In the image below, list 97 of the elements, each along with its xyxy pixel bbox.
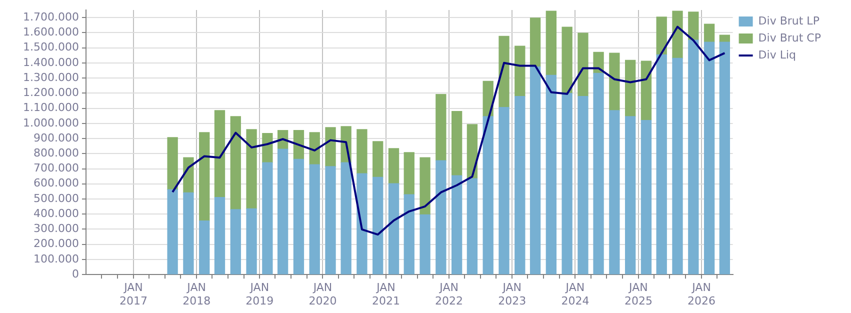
bar [688, 12, 699, 40]
y-tick-label: 800.000 [33, 146, 79, 160]
bar [436, 160, 446, 274]
bar [167, 189, 178, 274]
y-tick-label: 700.000 [33, 162, 79, 175]
bar [167, 137, 178, 190]
x-tick-label: JAN 2017 [120, 281, 148, 308]
bar [277, 148, 288, 274]
bar [656, 54, 667, 274]
y-tick-label: 1.000.000 [23, 116, 79, 130]
y-tick-label: 1.200.000 [23, 86, 79, 100]
bar [625, 116, 636, 274]
bar [388, 148, 400, 184]
bar [530, 66, 541, 274]
bar [388, 183, 400, 274]
y-tick-label: 1.700.000 [23, 10, 79, 24]
bar [214, 197, 226, 274]
bar [214, 110, 226, 198]
x-tick-label: JAN 2018 [182, 281, 211, 308]
bar [420, 214, 430, 274]
bar [578, 96, 588, 274]
bar [530, 18, 541, 68]
y-tick-label: 1.500.000 [23, 40, 79, 54]
bar [466, 124, 478, 179]
bar [578, 32, 588, 97]
x-tick-label: JAN 2024 [561, 281, 590, 308]
bar [404, 194, 414, 274]
y-tick-label: 1.100.000 [23, 101, 79, 114]
bar [452, 175, 462, 274]
bar [372, 176, 384, 274]
bar [688, 40, 699, 274]
y-tick-label: 1.600.000 [23, 26, 79, 39]
x-tick-label: JAN 2022 [435, 281, 464, 308]
bar [562, 26, 572, 94]
y-tick-label: 200.000 [33, 237, 79, 250]
bar [436, 94, 446, 161]
bar [199, 132, 210, 222]
bar [672, 10, 683, 59]
y-tick-label: 1.400.000 [23, 56, 79, 69]
bar [246, 129, 257, 210]
bar [466, 178, 478, 274]
bar [293, 130, 304, 160]
bar [482, 116, 494, 274]
x-tick-label: JAN 2026 [688, 281, 716, 308]
bar [546, 74, 557, 274]
y-tick-label: 400.000 [33, 206, 79, 220]
bar [672, 58, 683, 274]
bar [562, 92, 572, 274]
bar [262, 133, 273, 163]
bar [199, 220, 210, 274]
bar [640, 60, 652, 121]
bar [183, 192, 194, 274]
y-tick-label: 1.300.000 [23, 70, 79, 84]
bar [340, 162, 352, 274]
y-tick-label: 900.000 [33, 131, 79, 144]
bar [309, 164, 320, 274]
y-tick-label: 0 [72, 267, 79, 280]
legend-label: Div Brut LP [758, 14, 820, 28]
bar [325, 166, 336, 274]
bar [246, 208, 257, 274]
x-tick-label: JAN 2019 [246, 281, 274, 308]
bar [356, 129, 368, 174]
bar [704, 24, 715, 42]
bar [640, 120, 652, 274]
bar [452, 110, 462, 176]
bar [498, 36, 510, 108]
bar [325, 127, 336, 167]
y-tick-label: 100.000 [33, 252, 79, 266]
bar [183, 157, 194, 193]
legend-label: Div Liq [758, 48, 796, 62]
bar [593, 72, 604, 274]
y-tick-label: 600.000 [33, 176, 79, 190]
bar [293, 158, 304, 274]
bar [404, 152, 414, 195]
y-tick-label: 300.000 [33, 222, 79, 236]
x-tick-label: JAN 2025 [624, 281, 652, 308]
bar [262, 162, 273, 274]
bar [230, 209, 241, 274]
legend-label: Div Brut CP [758, 31, 822, 44]
bar [609, 52, 620, 111]
bar [372, 141, 384, 178]
bar [719, 42, 730, 274]
bar [498, 107, 510, 274]
bar [609, 110, 620, 274]
bar [704, 42, 715, 274]
bar [625, 60, 636, 117]
bar [656, 16, 667, 56]
bar [514, 46, 526, 97]
bar [514, 96, 526, 274]
bar [420, 157, 430, 216]
bar [546, 10, 557, 76]
y-tick-label: 500.000 [33, 192, 79, 205]
x-tick-label: JAN 2023 [498, 281, 526, 308]
bar [356, 173, 368, 274]
x-tick-label: JAN 2021 [372, 281, 400, 308]
x-tick-label: JAN 2020 [308, 281, 337, 308]
bar [230, 116, 241, 210]
